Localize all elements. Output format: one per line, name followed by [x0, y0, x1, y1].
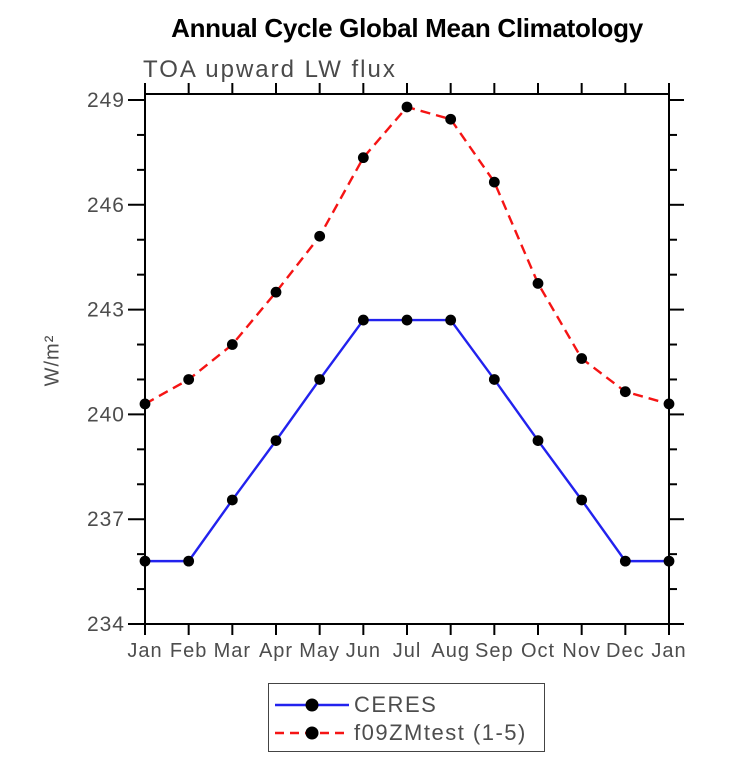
- data-point: [576, 494, 588, 506]
- plot-frame: [144, 93, 670, 625]
- x-tick-label: May: [299, 640, 340, 662]
- data-point: [401, 101, 413, 113]
- data-point: [488, 374, 500, 385]
- x-tick-label: Oct: [521, 640, 555, 662]
- series-markers-1: [139, 101, 675, 410]
- data-point: [663, 555, 675, 567]
- data-point: [488, 176, 500, 188]
- data-point: [226, 339, 238, 350]
- data-point: [619, 386, 631, 398]
- chart-title: Annual Cycle Global Mean Climatology: [171, 13, 643, 43]
- data-point: [532, 435, 544, 447]
- y-tick-label: 243: [87, 299, 125, 322]
- data-point: [576, 353, 588, 364]
- y-tick-label: 249: [87, 89, 125, 112]
- y-axis-tick-labels: 234 237 240 243 246 249: [87, 89, 125, 636]
- data-point: [445, 113, 457, 125]
- data-point: [314, 230, 326, 242]
- data-point: [314, 374, 326, 385]
- data-point: [619, 555, 631, 567]
- y-tick-label: 240: [87, 403, 125, 426]
- y-tick-label: 246: [87, 194, 125, 217]
- legend: CERES f09ZMtest (1-5): [268, 683, 545, 752]
- data-point: [139, 555, 151, 567]
- legend-label-f09zmtest: f09ZMtest (1-5): [354, 720, 527, 745]
- data-point: [183, 555, 195, 567]
- ceres-line-sample: [275, 698, 349, 712]
- data-point: [357, 152, 369, 164]
- chart-subtitle: TOA upward LW flux: [143, 56, 397, 83]
- x-tick-label: Mar: [214, 640, 251, 662]
- series-markers-0: [139, 314, 675, 567]
- series-line-1: [144, 105, 670, 406]
- x-tick-label: Sep: [475, 640, 514, 662]
- x-tick-label: Jul: [393, 640, 422, 662]
- data-point: [532, 278, 544, 289]
- legend-label-ceres: CERES: [354, 692, 438, 717]
- x-tick-label: Aug: [431, 640, 470, 662]
- data-point: [357, 314, 369, 326]
- x-tick-label: Nov: [562, 640, 601, 662]
- x-axis-tick-labels: Jan Feb Mar Apr May Jun Jul Aug Sep Oct Nov Dec Jan: [127, 640, 686, 662]
- y-tick-label: 234: [87, 613, 125, 636]
- x-tick-label: Jan: [651, 640, 686, 662]
- data-point: [270, 286, 282, 298]
- y-tick-label: 237: [87, 508, 125, 531]
- x-tick-label: Jan: [127, 640, 162, 662]
- f09zmtest-line-sample: [275, 726, 349, 740]
- data-point: [401, 314, 413, 326]
- data-point: [183, 374, 195, 385]
- y-axis-ticks: [128, 99, 684, 625]
- x-tick-label: Jun: [346, 640, 381, 662]
- data-point: [139, 398, 151, 410]
- data-point: [270, 435, 282, 447]
- legend-item-ceres: CERES: [272, 691, 544, 719]
- data-point: [226, 494, 238, 506]
- x-tick-label: Feb: [170, 640, 207, 662]
- data-point: [663, 398, 675, 410]
- series-line-0: [145, 318, 669, 563]
- legend-item-f09zmtest: f09ZMtest (1-5): [272, 719, 544, 747]
- x-tick-label: Dec: [606, 640, 645, 662]
- x-tick-label: Apr: [259, 640, 293, 662]
- x-axis-ticks: [144, 83, 670, 635]
- data-point: [445, 314, 457, 326]
